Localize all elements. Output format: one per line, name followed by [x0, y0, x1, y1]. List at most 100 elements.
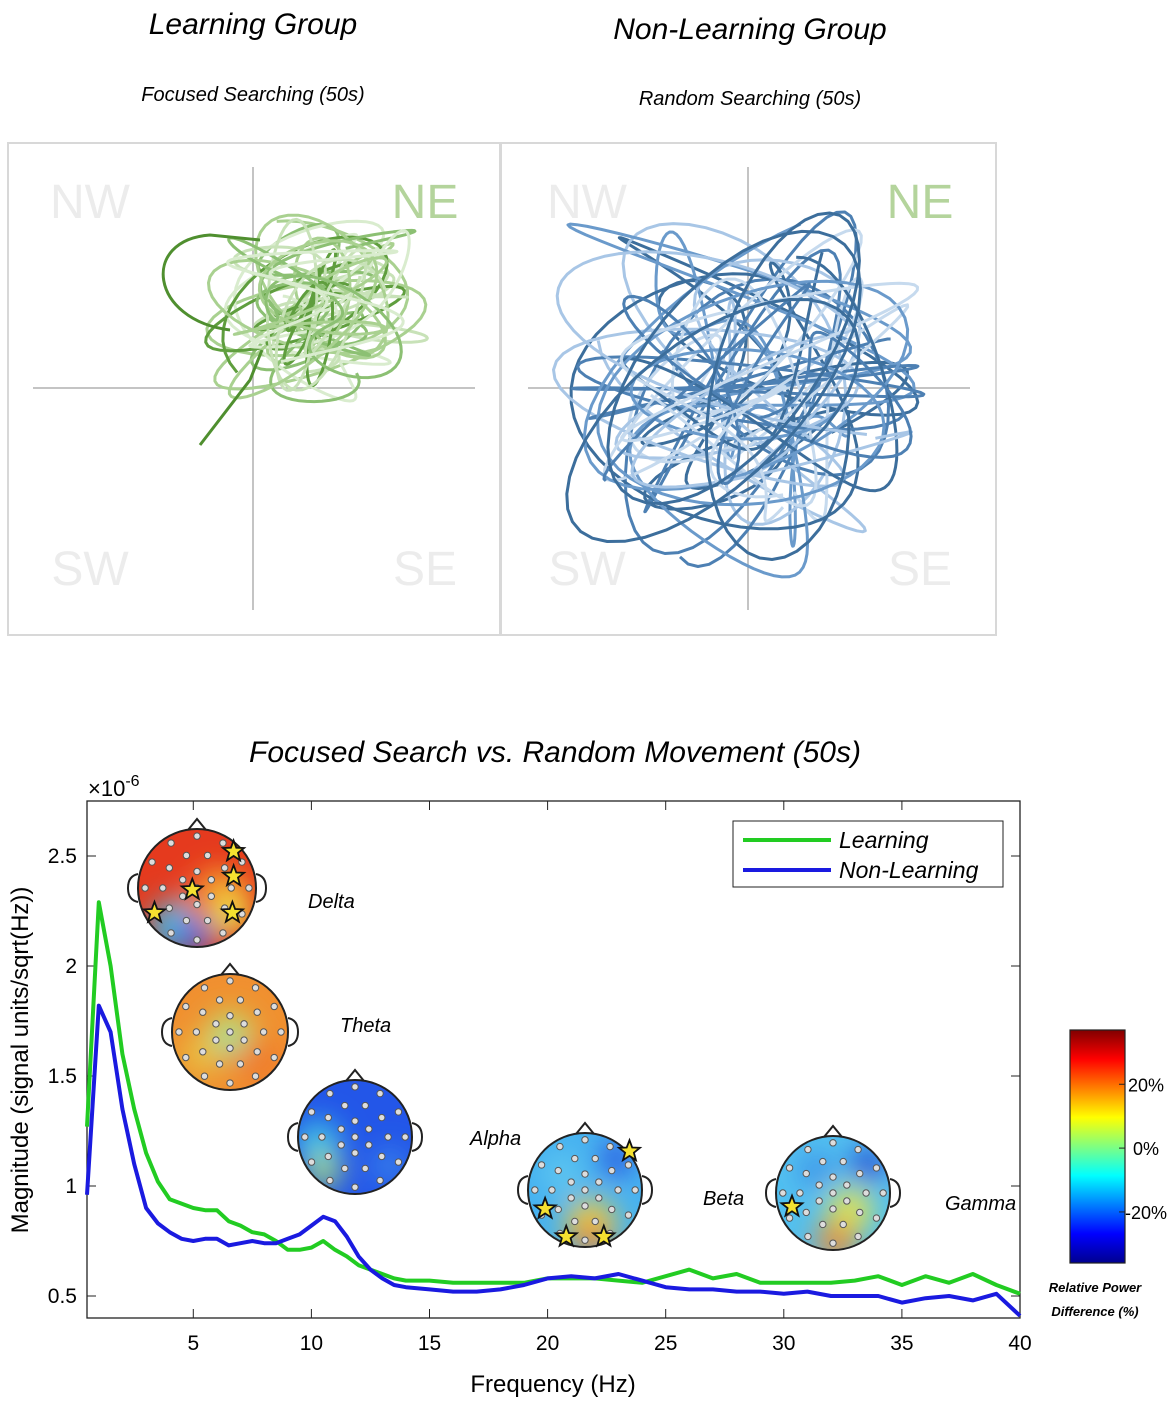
topographic-maps: Delta Theta Alpha Beta Gamma	[126, 817, 1016, 1251]
electrode	[378, 1152, 386, 1161]
electrode	[207, 892, 216, 900]
electrode	[567, 1194, 575, 1202]
electrode	[378, 1113, 386, 1122]
electrode	[556, 1142, 564, 1151]
topo-map	[126, 817, 268, 948]
topo-map	[516, 1121, 654, 1248]
quadrant-label: NW	[50, 176, 131, 229]
electrode	[178, 876, 187, 884]
electrode	[251, 1072, 260, 1080]
electrode	[351, 1133, 359, 1141]
significance-star	[616, 1137, 643, 1163]
colorbar-tick-label: -20%	[1125, 1203, 1167, 1223]
electrode	[337, 1141, 345, 1149]
electrode	[259, 1028, 268, 1036]
trajectory	[619, 281, 919, 523]
series-line	[85, 900, 1021, 1296]
electrode	[236, 1060, 245, 1068]
legend-label: Learning	[839, 827, 929, 853]
electrode	[581, 1136, 589, 1144]
electrode	[192, 1028, 201, 1036]
electrode	[854, 1232, 862, 1241]
head-ear	[641, 1175, 654, 1205]
electrode	[614, 1186, 622, 1194]
electrode	[839, 1220, 847, 1229]
electrode	[199, 1048, 207, 1056]
electrode	[182, 851, 191, 860]
significance-star	[779, 1193, 805, 1218]
electrode	[219, 839, 227, 847]
y-scale-label: ×10-6	[88, 773, 140, 801]
head-nose	[345, 1068, 365, 1082]
electrode	[384, 1133, 392, 1141]
electrode	[595, 1194, 603, 1202]
electrode	[843, 1181, 851, 1189]
colorbar-tick-label: 0%	[1133, 1139, 1159, 1159]
panel-title: Learning Group	[149, 8, 357, 41]
legend-label: Non-Learning	[839, 857, 979, 883]
quadrant-label: SE	[393, 543, 457, 596]
y-tick-label: 1.5	[48, 1065, 77, 1088]
colorbar-tick-label: 20%	[1128, 1075, 1164, 1095]
electrode	[829, 1189, 837, 1197]
trajectory	[207, 213, 390, 360]
colorbar-label: Relative Power	[1049, 1280, 1142, 1295]
head-ear	[255, 873, 268, 903]
head-nose	[575, 1121, 595, 1135]
electrode	[819, 1157, 827, 1166]
electrode	[193, 900, 201, 909]
x-tick-label: 20	[536, 1332, 559, 1355]
electrode	[829, 1139, 837, 1147]
electrode	[337, 1125, 345, 1133]
electrode	[554, 1166, 562, 1175]
panel-subtitle: Random Searching (50s)	[639, 88, 861, 110]
electrode	[318, 1133, 326, 1141]
electrode	[815, 1197, 823, 1205]
legend-box	[732, 820, 1004, 888]
significance-star	[141, 899, 168, 924]
electrode	[226, 1028, 234, 1036]
electrode	[219, 929, 227, 937]
electrode	[270, 1053, 278, 1062]
significance-star	[220, 862, 247, 888]
electrode	[277, 1028, 285, 1036]
band-label: Alpha	[469, 1128, 521, 1150]
band-label: Gamma	[945, 1193, 1016, 1215]
electrode	[351, 1183, 359, 1191]
electrode	[341, 1101, 349, 1110]
electrode	[802, 1169, 810, 1178]
electrode	[167, 929, 175, 937]
band-label: Beta	[703, 1188, 744, 1210]
electrode	[212, 1036, 220, 1044]
electrode	[581, 1202, 589, 1210]
electrode	[141, 884, 149, 892]
panel-subtitle: Focused Searching (50s)	[141, 84, 364, 106]
electrode	[376, 1176, 384, 1185]
electrode	[856, 1169, 864, 1178]
electrode	[236, 996, 245, 1004]
electrode	[879, 1189, 887, 1197]
electrode	[361, 1164, 369, 1173]
trajectory	[227, 236, 403, 380]
electrode	[624, 1161, 633, 1169]
legend: Learning Non-Learning	[732, 820, 1004, 888]
head-ear	[516, 1175, 529, 1205]
electrode	[376, 1089, 384, 1098]
y-tick-label: 1	[65, 1175, 77, 1198]
electrode	[554, 1205, 562, 1214]
y-scale-base: ×10	[88, 776, 125, 801]
head-outline	[137, 828, 257, 948]
electrode	[215, 1060, 224, 1068]
electrode	[365, 1141, 373, 1149]
electrode	[307, 1158, 316, 1166]
chart-title: Focused Search vs. Random Movement (50s)	[249, 736, 861, 769]
electrode	[159, 884, 167, 892]
topo-map	[764, 1124, 902, 1251]
band-label: Delta	[308, 891, 355, 913]
electrode	[351, 1149, 359, 1157]
electrode	[165, 864, 174, 872]
electrode	[401, 1133, 409, 1141]
significance-star	[590, 1223, 617, 1248]
significance-star	[553, 1223, 580, 1248]
electrode	[829, 1205, 837, 1213]
